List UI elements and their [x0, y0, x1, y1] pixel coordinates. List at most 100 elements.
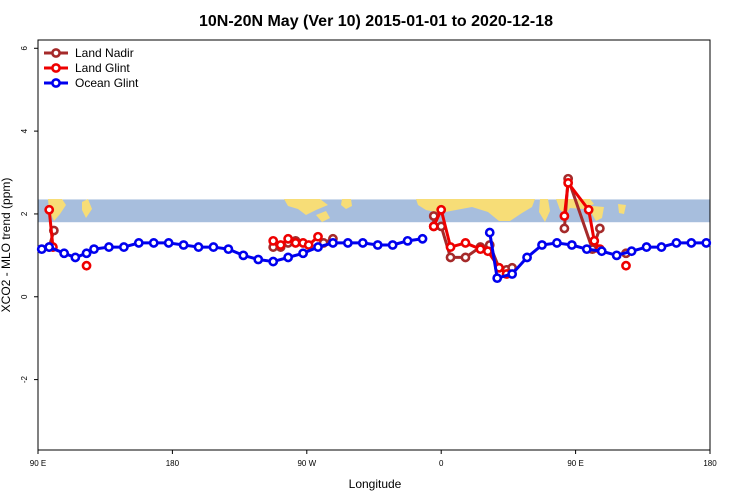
data-point	[238, 250, 249, 261]
data-point	[133, 238, 144, 248]
data-point	[70, 252, 81, 263]
map-land-1	[48, 199, 66, 221]
chart-title: 10N-20N May (Ver 10) 2015-01-01 to 2020-…	[199, 13, 553, 30]
data-point	[81, 260, 92, 271]
data-point	[36, 244, 47, 255]
x-tick-label: 90 E	[567, 459, 583, 468]
series-line	[47, 209, 55, 248]
data-point	[537, 240, 547, 250]
legend-marker	[51, 78, 61, 88]
data-point	[482, 246, 493, 257]
map-land-9	[592, 206, 604, 221]
data-point	[436, 204, 447, 215]
map-land-10	[618, 204, 626, 214]
data-point	[89, 244, 99, 255]
data-point	[460, 238, 471, 248]
data-point	[594, 223, 605, 234]
map-land-3	[284, 199, 328, 215]
data-point	[283, 233, 294, 244]
data-point	[313, 242, 323, 252]
data-point	[492, 273, 503, 284]
data-point	[581, 244, 592, 255]
y-tick-label: -2	[20, 375, 29, 383]
data-point	[268, 235, 279, 246]
series-layer	[36, 173, 712, 284]
data-point	[507, 269, 518, 279]
y-tick-label: 4	[20, 128, 29, 133]
data-point	[104, 242, 114, 252]
legend-label: Land Glint	[75, 61, 130, 75]
data-point	[268, 256, 279, 267]
data-point	[583, 204, 594, 215]
data-point	[275, 240, 286, 250]
data-point	[566, 240, 577, 250]
map-land-2	[82, 199, 92, 218]
background-map-band	[38, 199, 710, 223]
series-land-nadir	[44, 173, 631, 275]
data-point	[163, 238, 174, 248]
data-point	[303, 240, 314, 250]
map-land-5	[341, 199, 352, 209]
data-point	[589, 235, 600, 246]
data-point	[357, 238, 368, 248]
data-point	[118, 242, 129, 252]
data-point	[641, 242, 652, 252]
data-point	[81, 248, 92, 259]
data-point	[626, 246, 637, 257]
data-point	[342, 238, 353, 248]
data-point	[148, 238, 159, 248]
data-point	[559, 223, 570, 234]
data-point	[559, 211, 570, 221]
data-point	[417, 233, 428, 244]
map-land-6	[416, 199, 535, 221]
legend-label: Land Nadir	[75, 46, 134, 60]
map-ocean	[38, 199, 710, 223]
data-point	[44, 204, 55, 215]
data-point	[208, 242, 219, 252]
series-line	[488, 232, 707, 280]
data-point	[611, 250, 622, 261]
x-axis: 90 E 180 90 W 0 90 E 180	[30, 450, 717, 468]
series-land-glint	[44, 177, 631, 279]
data-point	[283, 252, 294, 263]
y-axis-label: XCO2 - MLO trend (ppm)	[0, 178, 13, 313]
y-tick-label: 2	[20, 211, 29, 216]
data-point	[671, 238, 682, 248]
map-land-7	[539, 199, 550, 222]
x-tick-label: 0	[439, 459, 444, 468]
data-point	[59, 248, 70, 259]
legend-label: Ocean Glint	[75, 76, 139, 90]
y-axis: -2 0 2 4 6	[20, 46, 38, 383]
data-point	[460, 252, 471, 263]
legend-marker	[51, 63, 61, 73]
data-point	[428, 221, 439, 232]
data-point	[372, 240, 383, 250]
legend-marker	[51, 48, 61, 58]
data-point	[596, 246, 607, 257]
x-tick-label: 90 E	[30, 459, 46, 468]
series-ocean-glint	[36, 227, 712, 284]
y-tick-label: 6	[20, 46, 29, 51]
data-point	[328, 238, 338, 248]
data-point	[701, 238, 712, 248]
x-tick-label: 180	[703, 459, 717, 468]
data-point	[298, 248, 308, 259]
data-point	[522, 252, 532, 263]
data-point	[445, 252, 456, 263]
data-point	[656, 242, 667, 252]
data-point	[402, 235, 413, 246]
x-axis-label: Longitude	[349, 477, 402, 491]
data-point	[621, 260, 631, 271]
data-point	[193, 242, 204, 252]
data-point	[475, 244, 486, 255]
data-point	[484, 227, 495, 238]
map-land-4	[316, 211, 330, 222]
data-point	[563, 177, 574, 188]
data-point	[387, 240, 398, 250]
data-point	[686, 238, 697, 248]
data-point	[445, 242, 456, 252]
y-tick-label: 0	[20, 294, 29, 299]
data-point	[223, 244, 234, 255]
